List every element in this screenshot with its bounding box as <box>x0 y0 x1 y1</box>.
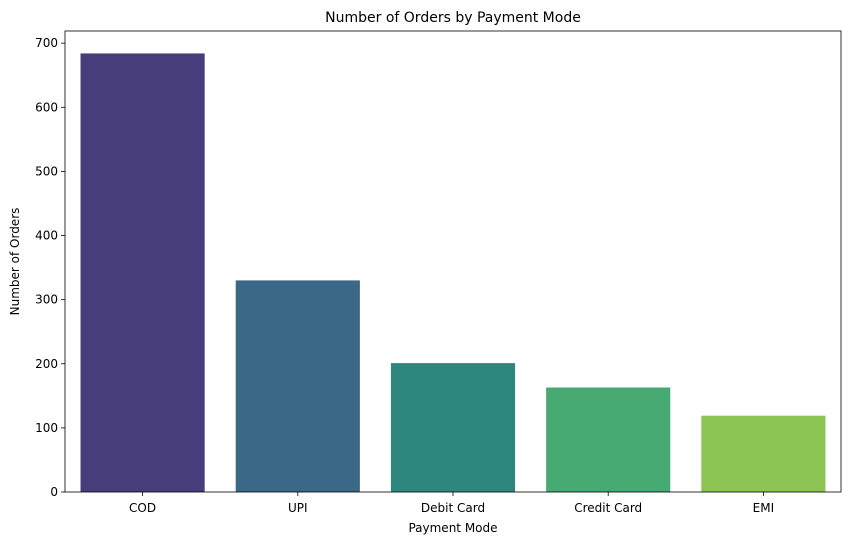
chart-title: Number of Orders by Payment Mode <box>325 10 581 26</box>
x-axis: COD UPI Debit Card Credit Card EMI <box>129 492 774 515</box>
y-axis-label: Number of Orders <box>8 208 22 316</box>
y-tick-label: 400 <box>35 229 58 243</box>
x-tick-label: EMI <box>753 501 774 515</box>
bar-emi <box>701 415 826 492</box>
bars-group <box>80 53 826 493</box>
y-tick-label: 700 <box>35 36 58 50</box>
x-tick-label: UPI <box>288 501 308 515</box>
bar-upi <box>235 280 360 492</box>
y-tick-label: 200 <box>35 357 58 371</box>
bar-cod <box>80 53 205 493</box>
bar-credit-card <box>546 387 671 492</box>
x-tick-label: Debit Card <box>421 501 485 515</box>
y-tick-label: 100 <box>35 421 58 435</box>
x-tick-label: COD <box>129 501 156 515</box>
y-axis: 0 100 200 300 400 500 600 700 <box>35 36 65 499</box>
x-tick-label: Credit Card <box>574 501 642 515</box>
y-tick-label: 500 <box>35 164 58 178</box>
y-tick-label: 600 <box>35 100 58 114</box>
x-axis-label: Payment Mode <box>408 521 497 535</box>
bar-debit-card <box>390 363 516 492</box>
y-tick-label: 300 <box>35 293 58 307</box>
y-tick-label: 0 <box>50 485 58 499</box>
